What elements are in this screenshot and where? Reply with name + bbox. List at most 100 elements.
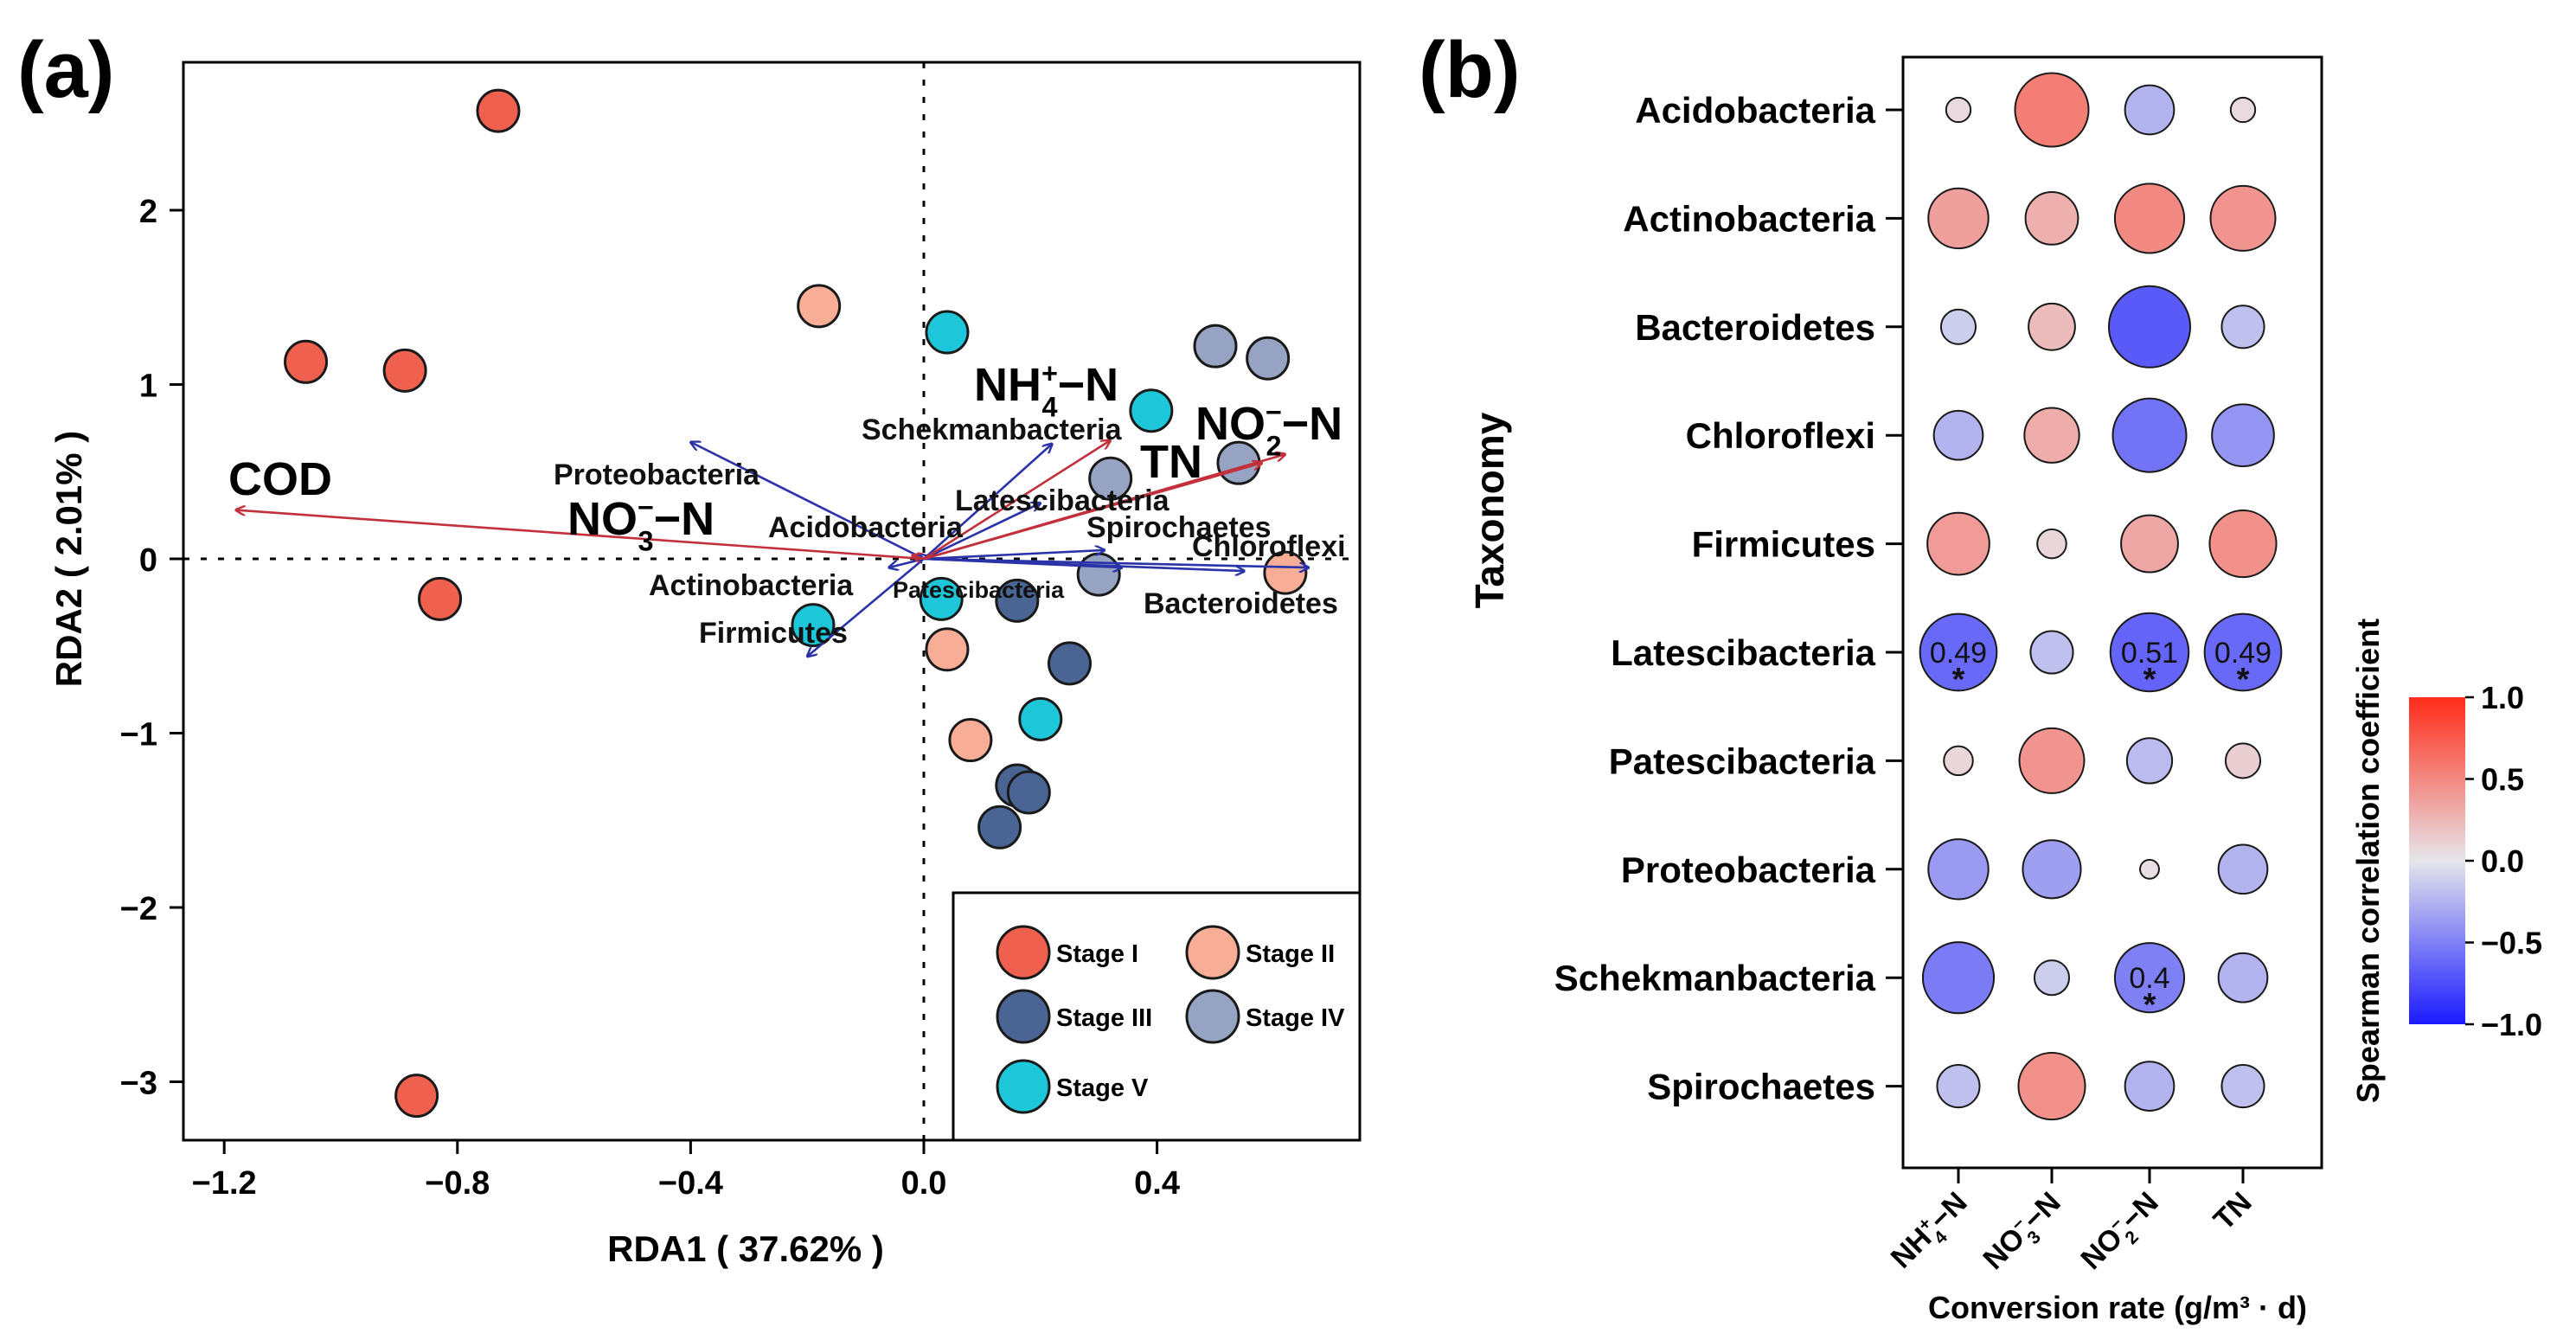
legend-label-stage-i: Stage I — [1056, 940, 1138, 968]
taxon-label-proteobacteria: Proteobacteria — [554, 458, 760, 491]
bubble-bacteroidetes — [1939, 308, 1977, 345]
panel-b-label: (b) — [1419, 26, 1520, 114]
significance-mark: * — [2143, 662, 2156, 698]
taxon-arrow-latescibacteria — [923, 503, 1041, 561]
heatmap-x-axis-label: Conversion rate (g/m³ · d) — [1928, 1290, 2307, 1325]
bubble-patescibacteria — [2018, 727, 2086, 794]
heatmap-frame — [1901, 55, 2323, 1170]
data-point-stage-iii — [1048, 641, 1092, 686]
taxon-label-spirochaetes: Spirochaetes — [1086, 511, 1272, 544]
data-point-stage-i — [382, 348, 427, 393]
env-label-sup: − — [1266, 396, 1282, 427]
env-label-sup: − — [638, 491, 654, 523]
taxon-label-latescibacteria: Latescibacteria — [955, 484, 1170, 517]
bubble-bacteroidetes — [2220, 305, 2265, 349]
env-label-main: NO — [567, 493, 638, 545]
row-label-acidobacteria: Acidobacteria — [1635, 90, 1875, 131]
bubble-chloroflexi — [2023, 407, 2080, 464]
env-label-main: COD — [228, 453, 332, 505]
data-point-stage-iii — [1006, 770, 1051, 815]
bubble-firmicutes — [2208, 510, 2278, 579]
x-tick-label: −0.8 — [425, 1165, 490, 1202]
env-label-tail: −N — [1058, 359, 1119, 411]
colorbar-title: Spearman correlation coefficient — [2350, 619, 2386, 1103]
bubble-proteobacteria — [2139, 858, 2160, 880]
bubble-spirochaetes — [2017, 1052, 2086, 1121]
data-point-stage-iv — [1246, 336, 1291, 381]
data-point-stage-i — [394, 1074, 439, 1119]
bubble-acidobacteria — [2124, 84, 2176, 136]
heatmap-y-axis-label: Taxonomy — [1467, 412, 1512, 608]
col-label: NO−2−N — [2074, 1185, 2170, 1281]
row-label-latescibacteria: Latescibacteria — [1611, 632, 1875, 673]
env-label-tn: TN — [1140, 436, 1202, 488]
data-point-stage-v — [791, 603, 836, 648]
legend-label-stage-ii: Stage II — [1246, 940, 1335, 968]
x-tick-label: −0.4 — [658, 1165, 723, 1202]
row-label-firmicutes: Firmicutes — [1692, 524, 1875, 565]
bubble-proteobacteria — [2022, 839, 2082, 900]
bubble-patescibacteria — [2125, 737, 2174, 785]
y-tick-label: −3 — [120, 1066, 157, 1102]
bubble-value-label: 0.49 — [2214, 637, 2272, 670]
bubble-spirochaetes — [2220, 1064, 2265, 1109]
col-label: TN — [2208, 1186, 2259, 1237]
env-label-main: NH — [974, 359, 1041, 411]
row-label-bacteroidetes: Bacteroidetes — [1635, 307, 1875, 348]
x-tick-label: 0.4 — [1134, 1165, 1180, 1202]
bubble-latescibacteria — [2109, 612, 2190, 693]
panel-a-label: (a) — [17, 26, 114, 114]
data-point-stage-i — [476, 88, 521, 133]
env-arrow-nh4-n — [923, 440, 1111, 561]
bubble-patescibacteria — [2224, 742, 2262, 779]
data-point-stage-iv — [1088, 456, 1133, 501]
y-tick-label: 2 — [139, 194, 157, 230]
bubble-proteobacteria — [1927, 838, 1990, 901]
bubble-actinobacteria — [2209, 184, 2277, 252]
bubble-firmicutes — [2120, 514, 2179, 574]
x-axis-label: RDA1 ( 37.62% ) — [607, 1228, 884, 1269]
env-label-main: TN — [1140, 436, 1202, 488]
data-point-stage-iv — [1076, 552, 1121, 597]
bubble-patescibacteria — [1943, 745, 1974, 777]
bubble-schekmanbacteria — [1921, 941, 1996, 1015]
colorbar-tick-label: −0.5 — [2481, 926, 2542, 961]
bubble-spirochaetes — [2124, 1061, 2176, 1112]
data-point-stage-ii — [1263, 550, 1308, 595]
row-label-proteobacteria: Proteobacteria — [1621, 850, 1876, 890]
env-label-no3-n: NO− 3−N — [567, 491, 714, 556]
bubble-schekmanbacteria — [2217, 952, 2269, 1003]
data-point-stage-ii — [948, 718, 993, 763]
x-tick-label: 0.0 — [901, 1165, 947, 1202]
x-tick-label: −1.2 — [192, 1165, 257, 1202]
bubble-firmicutes — [2036, 528, 2067, 560]
data-point-stage-v — [919, 576, 964, 621]
data-point-stage-iii — [977, 805, 1022, 850]
y-tick-label: 1 — [139, 369, 157, 405]
bubble-proteobacteria — [2217, 843, 2269, 895]
env-label-tail: −N — [1282, 398, 1343, 450]
correlation-bubble-heatmap: Acidobacteria Actinobacteria Bacteroidetes… — [1467, 55, 2542, 1325]
col-label-main: TN — [2208, 1186, 2259, 1237]
taxon-arrow-spirochaetes — [923, 550, 1105, 561]
bubble-schekmanbacteria — [2113, 942, 2186, 1014]
colorbar — [2409, 697, 2465, 1024]
bubble-value-label: 0.4 — [2129, 962, 2169, 995]
bubble-latescibacteria — [1919, 612, 1998, 692]
env-arrow-no3-n — [913, 555, 925, 559]
bubble-value-label: 0.51 — [2121, 637, 2178, 670]
env-label-nh4-n: NH+ 4−N — [974, 357, 1118, 422]
env-label-cod: COD — [228, 453, 332, 505]
data-point-stage-v — [925, 310, 970, 355]
legend-swatch-stage-v — [996, 1059, 1051, 1114]
colorbar-tick-label: 1.0 — [2481, 680, 2524, 715]
legend: Stage I Stage II Stage III Stage IV Stage V — [952, 891, 1362, 1142]
legend-swatch-stage-i — [996, 925, 1051, 980]
y-axis-label: RDA2 ( 2.01% ) — [48, 431, 89, 687]
taxon-label-acidobacteria: Acidobacteria — [768, 511, 964, 544]
legend-label-stage-iv: Stage IV — [1246, 1004, 1345, 1032]
bubble-acidobacteria — [1945, 96, 1972, 124]
taxon-label-bacteroidetes: Bacteroidetes — [1144, 587, 1338, 620]
